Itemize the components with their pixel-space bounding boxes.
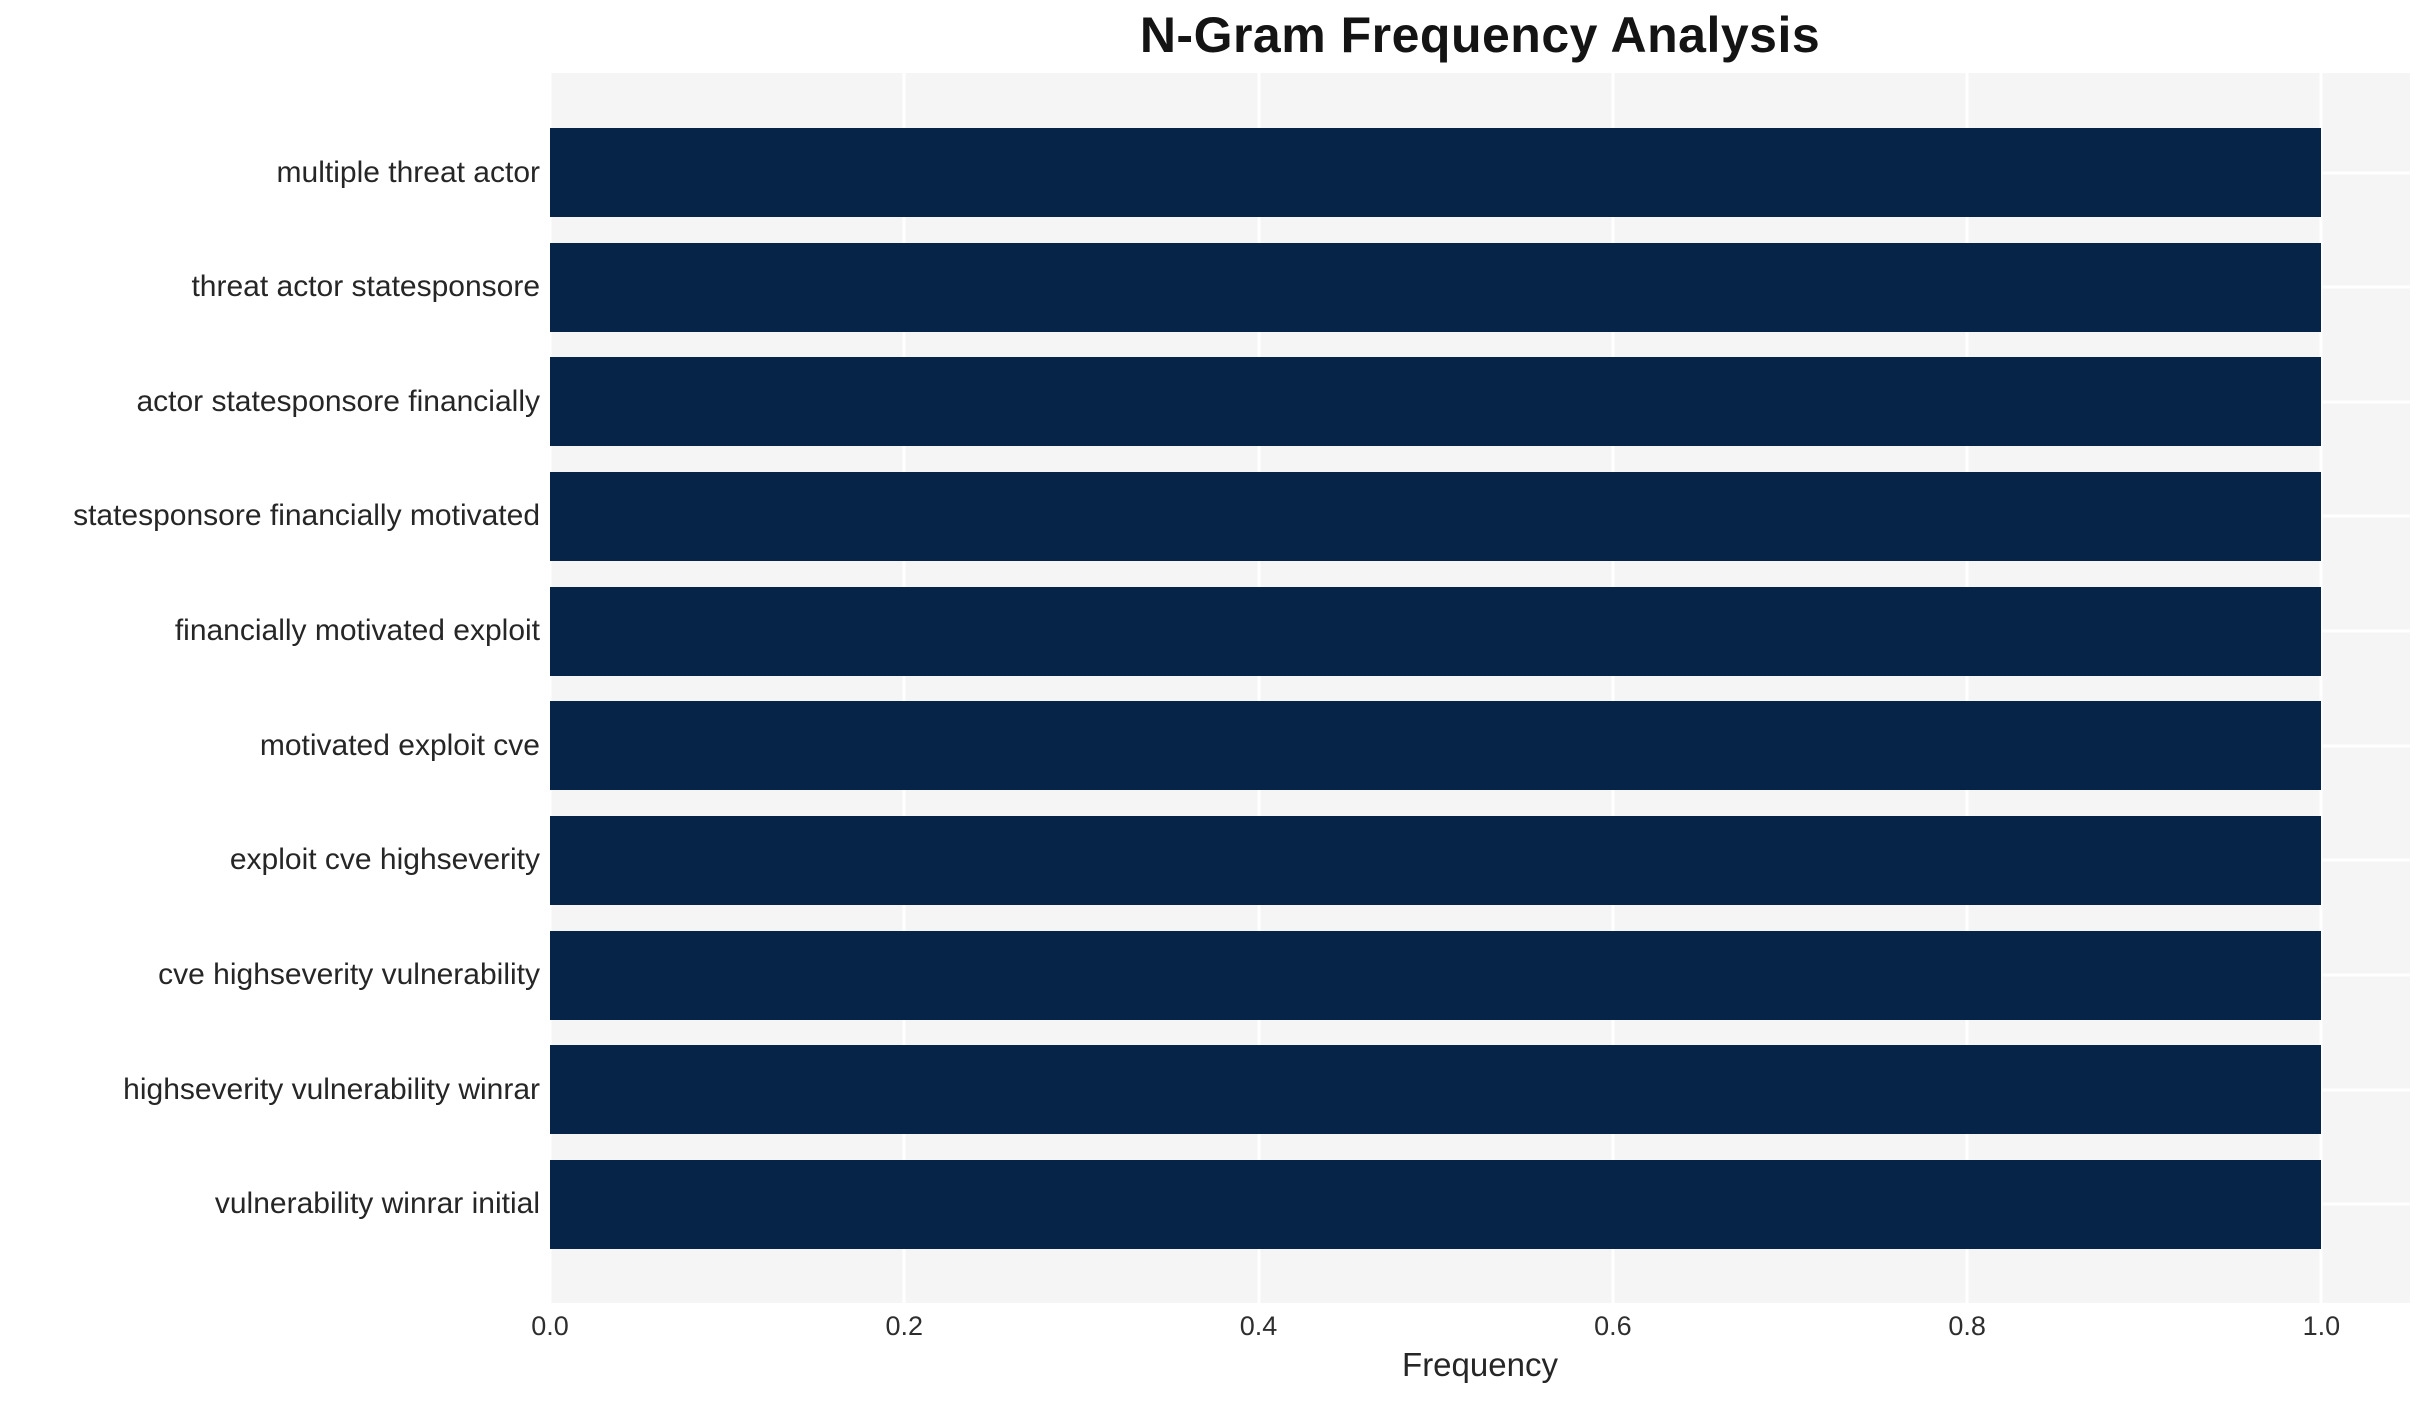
x-gridline [1965, 73, 1969, 1303]
y-tick-label: motivated exploit cve [259, 728, 540, 762]
bar [550, 471, 2322, 561]
y-tick-label: exploit cve highseverity [229, 843, 540, 877]
plot-area [548, 73, 2410, 1303]
bar [550, 1159, 2322, 1249]
bar [550, 701, 2322, 791]
x-tick-label: 0.4 [1239, 1311, 1278, 1341]
bar [550, 242, 2322, 332]
y-tick-label: threat actor statesponsore [191, 270, 540, 304]
x-tick-label: 0.0 [531, 1311, 569, 1341]
bar [550, 1045, 2322, 1135]
x-tick-label: 0.6 [1594, 1311, 1632, 1341]
y-tick-label: highseverity vulnerability winrar [123, 1072, 540, 1106]
x-tick-label: 0.2 [885, 1311, 924, 1341]
bar [550, 357, 2322, 447]
x-tick-label: 0.8 [1948, 1311, 1986, 1341]
y-tick-label: actor statesponsore financially [136, 384, 540, 418]
chart-title: N-Gram Frequency Analysis [1139, 7, 1821, 63]
x-axis-label: Frequency [1402, 1346, 1558, 1383]
y-tick-label: cve highseverity vulnerability [158, 958, 540, 992]
bar [550, 128, 2322, 217]
x-gridline [1611, 73, 1615, 1303]
y-tick-label: vulnerability winrar initial [214, 1187, 540, 1221]
y-tick-label: financially motivated exploit [174, 614, 540, 648]
y-tick-label: multiple threat actor [276, 155, 540, 189]
x-tick-label: 1.0 [2302, 1311, 2341, 1341]
bar [550, 815, 2322, 905]
bar [550, 586, 2322, 676]
bar [550, 930, 2322, 1020]
x-gridline [548, 73, 552, 1303]
y-tick-label: statesponsore financially motivated [73, 499, 540, 533]
x-gridline [2319, 73, 2323, 1303]
x-gridline [902, 73, 906, 1303]
x-gridline [1257, 73, 1261, 1303]
